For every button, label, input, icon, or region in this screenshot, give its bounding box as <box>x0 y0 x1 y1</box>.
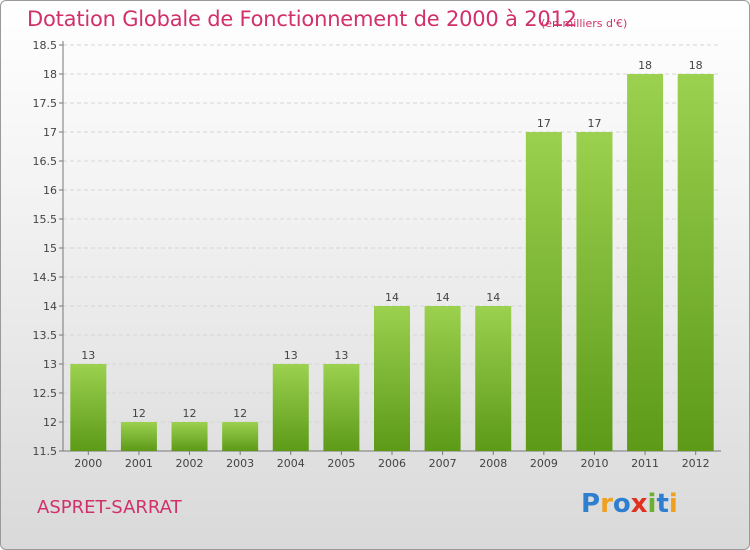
bar <box>374 306 410 451</box>
logo-letter: o <box>612 489 631 519</box>
bar <box>475 306 512 451</box>
commune-name: ASPRET-SARRAT <box>37 497 182 518</box>
y-tick-label: 18.5 <box>33 39 58 52</box>
y-tick-label: 14 <box>43 300 57 313</box>
y-tick-label: 16.5 <box>33 155 58 168</box>
y-tick-label: 13.5 <box>33 329 58 342</box>
chart-title: Dotation Globale de Fonctionnement de 20… <box>27 7 577 31</box>
y-tick-label: 13 <box>43 358 57 371</box>
bar <box>323 364 360 451</box>
x-tick-label: 2010 <box>580 457 608 470</box>
data-label: 12 <box>183 407 197 420</box>
bar <box>272 364 309 451</box>
x-tick-label: 2008 <box>479 457 507 470</box>
x-tick-label: 2001 <box>125 457 153 470</box>
data-label: 13 <box>81 349 95 362</box>
bar <box>120 422 157 451</box>
data-label: 18 <box>638 59 652 72</box>
y-tick-label: 11.5 <box>33 445 58 458</box>
bar <box>70 364 107 451</box>
bar <box>627 74 664 451</box>
data-label: 14 <box>486 291 500 304</box>
y-tick-label: 12 <box>43 416 57 429</box>
y-tick-label: 14.5 <box>33 271 58 284</box>
x-tick-label: 2003 <box>226 457 254 470</box>
bar <box>525 132 562 451</box>
bar <box>576 132 613 451</box>
x-tick-label: 2011 <box>631 457 659 470</box>
logo-letter: r <box>600 489 613 519</box>
y-tick-label: 12.5 <box>33 387 58 400</box>
y-tick-label: 17 <box>43 126 57 139</box>
x-tick-label: 2004 <box>277 457 305 470</box>
x-tick-label: 2006 <box>378 457 406 470</box>
logo-letter: i <box>647 489 657 519</box>
x-tick-label: 2009 <box>530 457 558 470</box>
bar <box>171 422 208 451</box>
data-label: 12 <box>233 407 247 420</box>
y-tick-label: 15 <box>43 242 57 255</box>
y-tick-label: 15.5 <box>33 213 58 226</box>
x-tick-label: 2002 <box>176 457 204 470</box>
data-label: 13 <box>334 349 348 362</box>
y-tick-label: 18 <box>43 68 57 81</box>
y-tick-label: 17.5 <box>33 97 58 110</box>
x-tick-label: 2007 <box>429 457 457 470</box>
logo-letter: i <box>668 489 678 519</box>
data-label: 17 <box>587 117 601 130</box>
logo-letter: t <box>656 489 669 519</box>
unit-label: (en milliers d'€) <box>541 17 628 30</box>
data-label: 14 <box>436 291 450 304</box>
bar <box>424 306 461 451</box>
y-tick-label: 16 <box>43 184 57 197</box>
x-tick-label: 2012 <box>682 457 710 470</box>
data-label: 12 <box>132 407 146 420</box>
x-tick-label: 2005 <box>327 457 355 470</box>
x-tick-label: 2000 <box>74 457 102 470</box>
logo-letter: P <box>581 489 601 519</box>
logo-letter: x <box>630 489 648 519</box>
data-label: 18 <box>689 59 703 72</box>
proxiti-logo: Proxiti <box>581 489 678 519</box>
bar <box>677 74 714 451</box>
data-label: 13 <box>284 349 298 362</box>
bar <box>222 422 259 451</box>
data-label: 17 <box>537 117 551 130</box>
data-label: 14 <box>385 291 399 304</box>
